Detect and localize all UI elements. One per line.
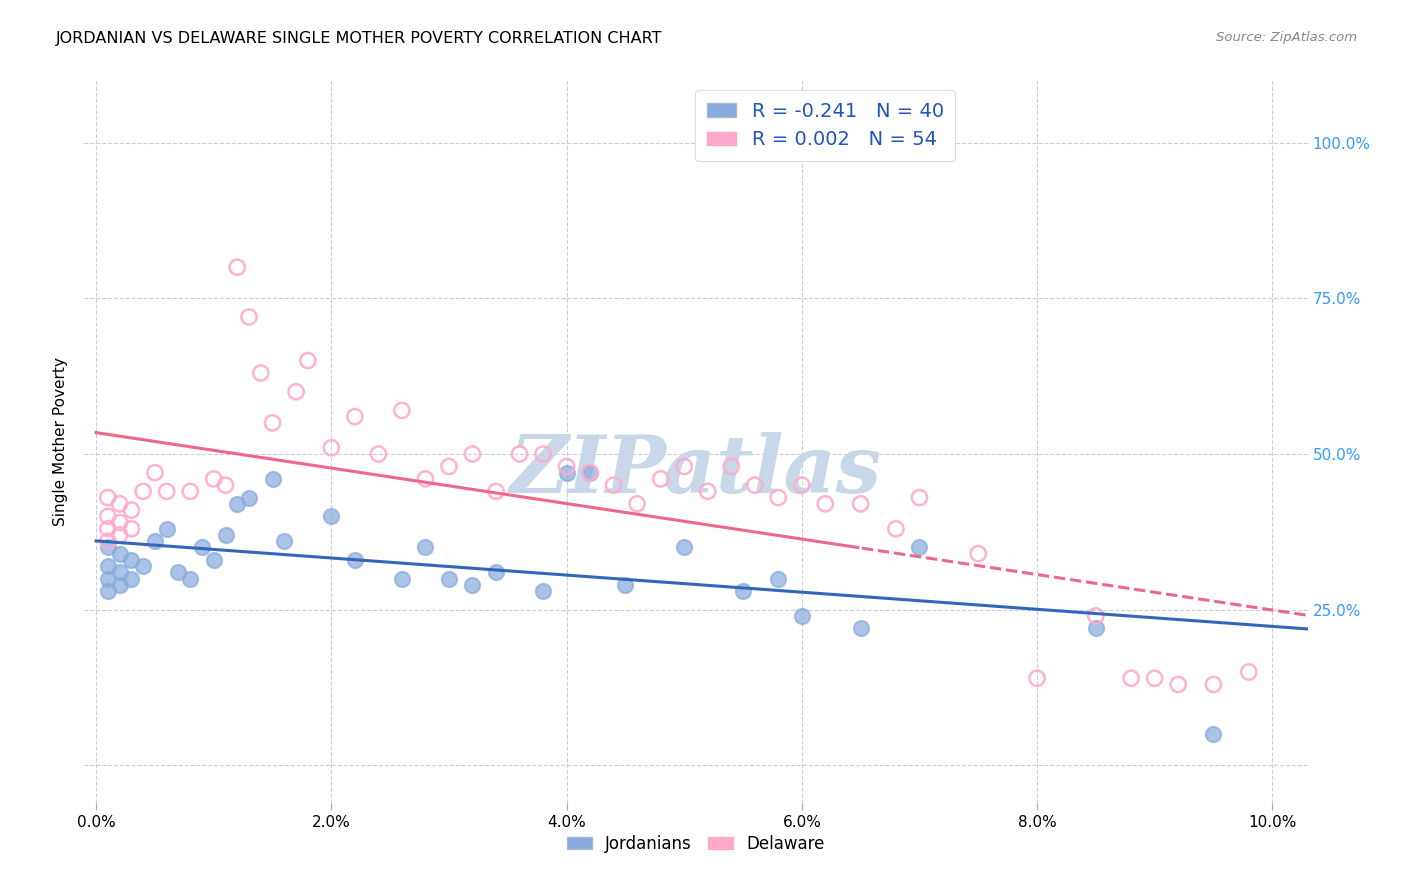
Point (614, 578, 637, 592)
Point (555, 459, 578, 474)
Point (744, 478, 766, 492)
Point (273, 534, 295, 549)
Point (673, 541, 696, 555)
Point (367, 447, 389, 461)
Point (143, 534, 166, 549)
Point (673, 459, 696, 474)
Point (262, 472, 284, 486)
Point (97, 509, 120, 524)
Point (650, 472, 672, 486)
Point (849, 497, 872, 511)
Text: ZIPatlas: ZIPatlas (510, 432, 882, 509)
Point (814, 497, 837, 511)
Point (437, 572, 460, 586)
Point (120, 572, 142, 586)
Point (108, 497, 131, 511)
Point (120, 522, 142, 536)
Point (602, 478, 624, 492)
Point (132, 559, 155, 574)
Point (343, 553, 366, 567)
Point (908, 491, 931, 505)
Point (555, 466, 578, 480)
Point (97, 572, 120, 586)
Point (391, 572, 413, 586)
Point (790, 478, 813, 492)
Point (849, 621, 872, 635)
Point (321, 441, 343, 455)
Point (321, 509, 343, 524)
Point (179, 572, 201, 586)
Point (1084, 621, 1107, 635)
Point (249, 366, 271, 380)
Point (214, 528, 236, 542)
Y-axis label: Single Mother Poverty: Single Mother Poverty (53, 357, 69, 526)
Point (531, 447, 554, 461)
Point (1084, 609, 1107, 624)
Point (579, 466, 602, 480)
Point (97, 559, 120, 574)
Point (97, 541, 120, 555)
Point (415, 541, 437, 555)
Point (579, 466, 602, 480)
Point (485, 484, 508, 499)
Point (461, 447, 484, 461)
Point (191, 541, 214, 555)
Point (156, 484, 179, 499)
Point (214, 478, 236, 492)
Point (226, 497, 249, 511)
Point (132, 484, 155, 499)
Point (461, 578, 484, 592)
Point (179, 484, 201, 499)
Point (391, 403, 413, 417)
Point (97, 491, 120, 505)
Point (1202, 677, 1225, 691)
Text: JORDANIAN VS DELAWARE SINGLE MOTHER POVERTY CORRELATION CHART: JORDANIAN VS DELAWARE SINGLE MOTHER POVE… (56, 31, 662, 46)
Point (884, 522, 907, 536)
Point (415, 472, 437, 486)
Point (768, 572, 790, 586)
Point (97, 522, 120, 536)
Point (202, 472, 225, 486)
Legend: Jordanians, Delaware: Jordanians, Delaware (560, 828, 832, 860)
Point (120, 503, 142, 517)
Point (108, 566, 131, 580)
Point (285, 384, 308, 399)
Point (696, 484, 718, 499)
Point (768, 491, 790, 505)
Point (120, 553, 142, 567)
Point (297, 353, 319, 368)
Point (1121, 671, 1143, 685)
Point (97, 584, 120, 599)
Point (238, 310, 260, 324)
Point (908, 541, 931, 555)
Point (790, 609, 813, 624)
Point (731, 584, 754, 599)
Point (238, 491, 260, 505)
Point (108, 528, 131, 542)
Point (202, 553, 225, 567)
Point (97, 534, 120, 549)
Text: Source: ZipAtlas.com: Source: ZipAtlas.com (1216, 31, 1357, 45)
Point (262, 416, 284, 430)
Point (1143, 671, 1166, 685)
Point (1202, 727, 1225, 741)
Point (108, 516, 131, 530)
Point (437, 459, 460, 474)
Point (156, 522, 179, 536)
Point (720, 459, 742, 474)
Point (967, 547, 990, 561)
Point (485, 566, 508, 580)
Point (1026, 671, 1049, 685)
Point (167, 566, 190, 580)
Point (1237, 665, 1260, 679)
Point (108, 578, 131, 592)
Point (1167, 677, 1189, 691)
Point (531, 584, 554, 599)
Point (108, 547, 131, 561)
Point (143, 466, 166, 480)
Point (509, 447, 531, 461)
Point (343, 409, 366, 424)
Point (626, 497, 648, 511)
Point (226, 260, 249, 274)
